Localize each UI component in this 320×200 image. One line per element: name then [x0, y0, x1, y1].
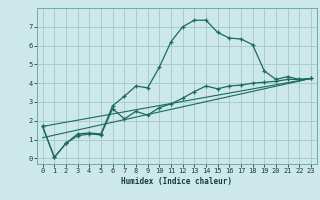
- X-axis label: Humidex (Indice chaleur): Humidex (Indice chaleur): [121, 177, 232, 186]
